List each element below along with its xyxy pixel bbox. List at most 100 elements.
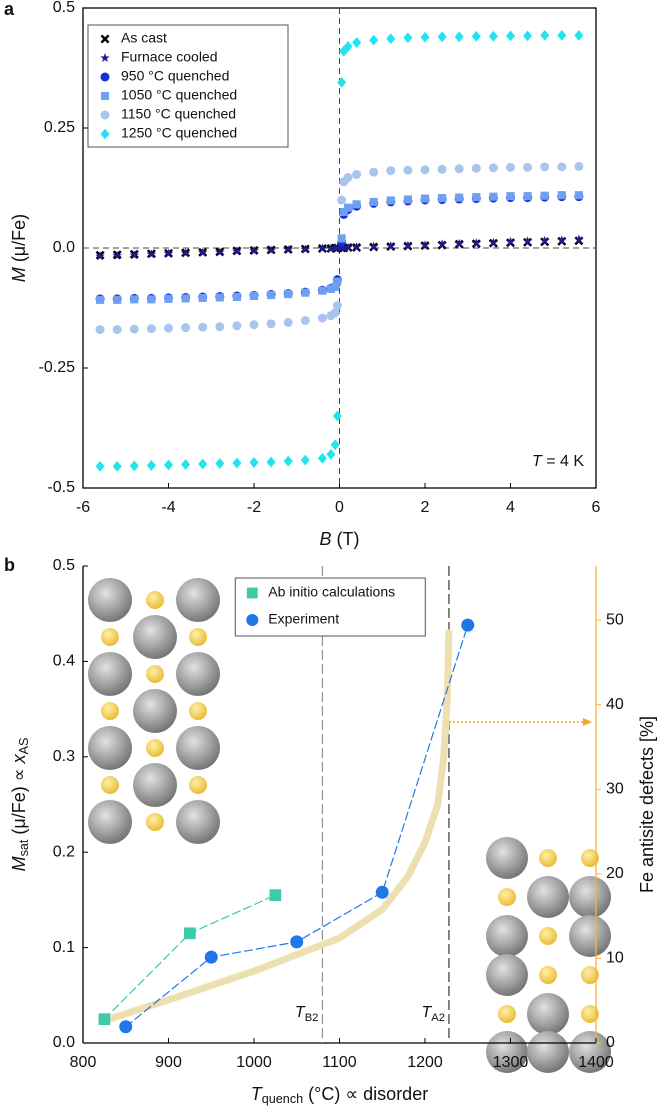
marker: [266, 319, 276, 329]
gray-atom: [88, 800, 132, 844]
marker: [557, 235, 567, 245]
gray-atom: [88, 726, 132, 770]
x-tick-label: 4: [506, 499, 515, 516]
panel-label: b: [4, 555, 15, 575]
marker: [181, 323, 191, 333]
x-tick-label: 1200: [407, 1054, 443, 1071]
x-tick-label: 800: [70, 1054, 97, 1071]
gray-atom: [569, 1031, 611, 1073]
gray-atom: [133, 763, 177, 807]
label-part: A2: [431, 1012, 445, 1024]
marker: [339, 207, 348, 217]
y-tick-label: 0.2: [53, 843, 75, 860]
marker: [332, 243, 343, 252]
marker: [461, 618, 475, 632]
panel-label: a: [4, 0, 15, 19]
label-part: T: [251, 1084, 264, 1104]
marker: [343, 41, 353, 52]
marker: [369, 197, 378, 206]
x-axis-label: B (T): [320, 529, 360, 549]
gray-atom: [486, 1031, 528, 1073]
marker: [343, 172, 353, 182]
marker: [129, 324, 139, 334]
label-part: B2: [305, 1012, 319, 1024]
reference-label: TA2: [421, 1004, 444, 1024]
label-part: (μ/Fe): [9, 214, 29, 267]
marker: [180, 248, 191, 258]
legend-marker: [100, 91, 110, 101]
marker: [505, 236, 516, 246]
marker: [332, 410, 342, 422]
marker: [506, 30, 515, 42]
marker: [420, 31, 430, 43]
marker: [146, 324, 156, 334]
x-axis-label: Tquench (°C) ∝ disorder: [251, 1084, 428, 1107]
marker: [204, 950, 218, 964]
gold-atom: [539, 966, 557, 984]
marker: [266, 245, 276, 255]
marker: [232, 321, 242, 331]
gold-atom: [101, 776, 119, 794]
y-tick-label: -0.5: [47, 479, 75, 496]
marker: [249, 320, 259, 330]
legend-label: Furnace cooled: [121, 49, 218, 65]
gold-atom: [189, 702, 207, 720]
x-tick-label: 1100: [322, 1054, 357, 1071]
marker: [146, 249, 157, 259]
legend-label: 1150 °C quenched: [121, 106, 236, 122]
marker: [318, 286, 327, 295]
marker: [471, 238, 481, 248]
x-tick-label: 1400: [578, 1054, 614, 1071]
marker: [164, 294, 173, 303]
marker: [506, 192, 515, 201]
marker: [330, 439, 340, 451]
annotation: T = 4 K: [532, 453, 584, 470]
x-tick-label: -2: [247, 499, 261, 516]
label-part: AS: [17, 738, 31, 755]
marker: [386, 196, 395, 205]
marker: [283, 317, 293, 327]
reference-label: TB2: [295, 1004, 318, 1024]
marker: [344, 203, 353, 212]
gold-atom: [146, 591, 164, 609]
gray-atom: [176, 726, 220, 770]
gold-atom: [498, 1005, 516, 1023]
marker: [540, 235, 550, 245]
gold-atom: [539, 927, 557, 945]
gold-atom: [189, 776, 207, 794]
x-tick-label: 2: [421, 499, 430, 516]
marker: [574, 234, 584, 244]
legend-label: 950 °C quenched: [121, 68, 229, 84]
y2-tick-label: 0: [606, 1034, 615, 1051]
marker: [488, 30, 498, 42]
marker: [375, 885, 389, 899]
marker: [96, 295, 105, 304]
y-tick-label: 0.4: [53, 653, 75, 670]
gray-atom: [176, 800, 220, 844]
marker: [232, 246, 242, 256]
marker: [489, 192, 498, 201]
gray-atom: [486, 954, 528, 996]
x-tick-label: -6: [76, 499, 90, 516]
y-tick-label: 0.0: [53, 239, 75, 256]
marker: [337, 195, 347, 205]
marker: [386, 166, 396, 176]
y-tick-label: 0.0: [53, 1034, 75, 1051]
gray-atom: [527, 876, 569, 918]
x-tick-label: 6: [592, 499, 601, 516]
gray-atom: [133, 615, 177, 659]
marker: [522, 236, 533, 246]
marker: [112, 325, 122, 335]
gold-atom: [146, 665, 164, 683]
y2-tick-label: 50: [606, 611, 624, 628]
marker: [249, 245, 259, 255]
marker: [454, 238, 464, 248]
lattice-illustrations: [88, 578, 611, 1073]
marker: [455, 193, 464, 202]
marker: [352, 170, 362, 180]
marker: [198, 247, 208, 257]
gray-atom: [133, 689, 177, 733]
marker: [266, 456, 276, 468]
marker: [332, 301, 342, 311]
marker: [523, 30, 533, 42]
